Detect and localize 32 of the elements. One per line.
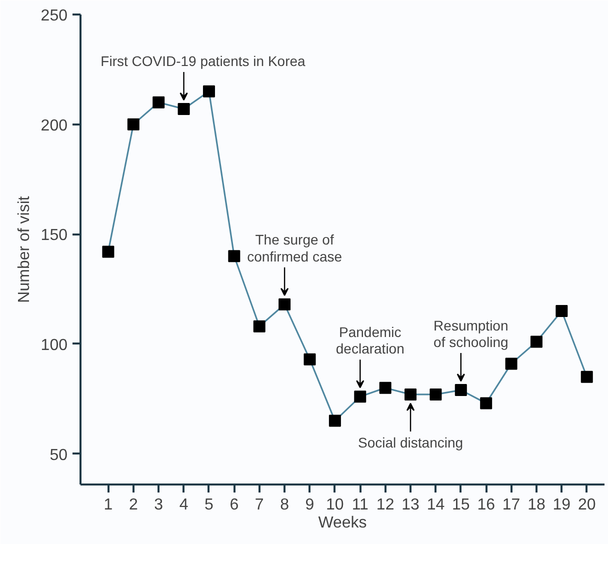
y-tick-label: 50: [50, 446, 68, 464]
x-tick-label: 3: [154, 496, 164, 514]
annotation: The surge of confirmed case: [247, 232, 342, 264]
x-tick-label: 8: [280, 496, 290, 514]
x-tick-label: 4: [179, 496, 188, 514]
x-tick-label: 12: [376, 496, 394, 514]
y-tick-label: 100: [40, 336, 68, 354]
y-tick-label: 200: [40, 117, 68, 134]
x-axis-title: Weeks: [318, 514, 367, 532]
x-tick-label: 10: [326, 496, 344, 514]
x-tick-label: 13: [402, 496, 420, 514]
x-tick-label: 14: [426, 496, 445, 514]
x-tick-label: 2: [128, 496, 138, 514]
y-axis-title: Number of visit: [16, 196, 33, 303]
x-tick-label: 9: [305, 496, 314, 514]
x-tick-label: 15: [452, 496, 470, 514]
x-tick-label: 18: [528, 496, 546, 514]
annotation: Social distancing: [358, 434, 464, 450]
annotation: Resumption of schooling: [434, 317, 508, 350]
y-tick-label: 250: [40, 8, 68, 24]
x-tick-label: 19: [552, 496, 571, 514]
annotation: First COVID-19 patients in Korea: [100, 52, 306, 69]
y-tick-label: 150: [40, 227, 68, 244]
x-tick-label: 7: [254, 496, 264, 514]
x-tick-label: 11: [352, 496, 369, 514]
x-tick-label: 5: [204, 496, 214, 514]
x-tick-label: 1: [104, 496, 113, 514]
x-tick-label: 17: [502, 496, 520, 514]
x-tick-label: 20: [578, 496, 596, 514]
x-tick-label: 16: [477, 496, 496, 514]
annotation: Pandemic declaration: [336, 324, 404, 357]
x-tick-label: 6: [230, 496, 239, 514]
